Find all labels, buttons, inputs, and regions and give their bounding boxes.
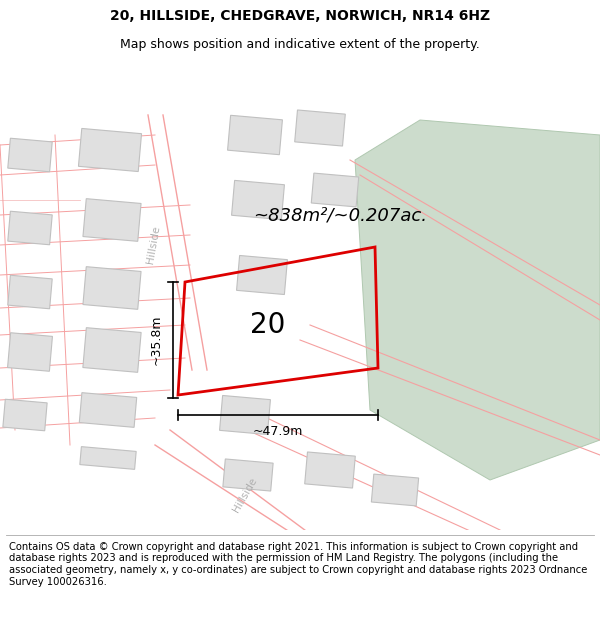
Polygon shape [227,115,283,155]
Polygon shape [8,275,52,309]
Polygon shape [79,129,142,171]
Polygon shape [8,211,52,245]
Polygon shape [305,452,355,488]
Polygon shape [232,181,284,219]
Polygon shape [8,138,52,172]
Polygon shape [295,110,346,146]
Text: ~35.8m: ~35.8m [150,315,163,365]
Polygon shape [355,120,600,480]
Polygon shape [3,399,47,431]
Text: Hillside: Hillside [231,476,259,514]
Text: 20: 20 [250,311,286,339]
Polygon shape [80,447,136,469]
Polygon shape [220,396,271,434]
Polygon shape [8,332,52,371]
Polygon shape [83,199,141,241]
Text: Map shows position and indicative extent of the property.: Map shows position and indicative extent… [120,38,480,51]
Text: Hillside: Hillside [145,225,161,265]
Polygon shape [311,173,359,207]
Polygon shape [79,392,137,428]
Polygon shape [83,267,141,309]
Text: ~838m²/~0.207ac.: ~838m²/~0.207ac. [253,206,427,224]
Text: 20, HILLSIDE, CHEDGRAVE, NORWICH, NR14 6HZ: 20, HILLSIDE, CHEDGRAVE, NORWICH, NR14 6… [110,9,490,23]
Polygon shape [236,256,287,294]
Polygon shape [83,328,141,372]
Text: ~47.9m: ~47.9m [253,425,303,438]
Polygon shape [223,459,273,491]
Text: Contains OS data © Crown copyright and database right 2021. This information is : Contains OS data © Crown copyright and d… [9,542,587,586]
Polygon shape [371,474,419,506]
